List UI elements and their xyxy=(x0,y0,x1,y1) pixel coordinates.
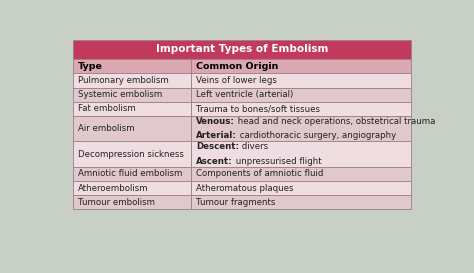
Bar xyxy=(73,167,191,181)
Bar xyxy=(191,88,411,102)
Bar xyxy=(191,73,411,88)
Bar xyxy=(191,102,411,116)
Text: divers: divers xyxy=(239,143,268,152)
Bar xyxy=(73,141,191,167)
Text: Air embolism: Air embolism xyxy=(78,124,134,133)
Bar xyxy=(73,73,191,88)
Text: Systemic embolism: Systemic embolism xyxy=(78,90,162,99)
Bar xyxy=(191,141,411,167)
Text: Arterial:: Arterial: xyxy=(196,131,237,140)
Bar xyxy=(73,102,191,116)
Bar xyxy=(191,181,411,195)
Text: Veins of lower legs: Veins of lower legs xyxy=(196,76,277,85)
Bar xyxy=(73,195,191,209)
Text: Fat embolism: Fat embolism xyxy=(78,104,136,113)
Bar xyxy=(191,59,411,73)
Bar xyxy=(191,116,411,141)
Text: Pulmonary embolism: Pulmonary embolism xyxy=(78,76,168,85)
Bar xyxy=(191,195,411,209)
Text: Important Types of Embolism: Important Types of Embolism xyxy=(156,44,328,54)
Text: unpressurised flight: unpressurised flight xyxy=(233,157,321,166)
Text: Descent:: Descent: xyxy=(196,143,239,152)
Text: Tumour fragments: Tumour fragments xyxy=(196,198,275,207)
Text: Venous:: Venous: xyxy=(196,117,235,126)
Text: Decompression sickness: Decompression sickness xyxy=(78,150,183,159)
Text: Atheromatous plaques: Atheromatous plaques xyxy=(196,184,293,193)
Text: Tumour embolism: Tumour embolism xyxy=(78,198,155,207)
Bar xyxy=(73,116,191,141)
Text: Components of amniotic fluid: Components of amniotic fluid xyxy=(196,170,323,179)
Bar xyxy=(73,40,411,59)
Text: head and neck operations, obstetrical trauma: head and neck operations, obstetrical tr… xyxy=(235,117,435,126)
Text: Ascent:: Ascent: xyxy=(196,157,233,166)
Text: cardiothoracic surgery, angiography: cardiothoracic surgery, angiography xyxy=(237,131,396,140)
Text: Common Origin: Common Origin xyxy=(196,62,278,71)
Bar xyxy=(191,167,411,181)
Text: Type: Type xyxy=(78,62,102,71)
Text: Trauma to bones/soft tissues: Trauma to bones/soft tissues xyxy=(196,104,320,113)
Bar xyxy=(73,88,191,102)
Text: Left ventricle (arterial): Left ventricle (arterial) xyxy=(196,90,293,99)
Bar xyxy=(73,181,191,195)
Text: Amniotic fluid embolism: Amniotic fluid embolism xyxy=(78,170,182,179)
Bar xyxy=(73,59,191,73)
Text: Atheroembolism: Atheroembolism xyxy=(78,184,148,193)
